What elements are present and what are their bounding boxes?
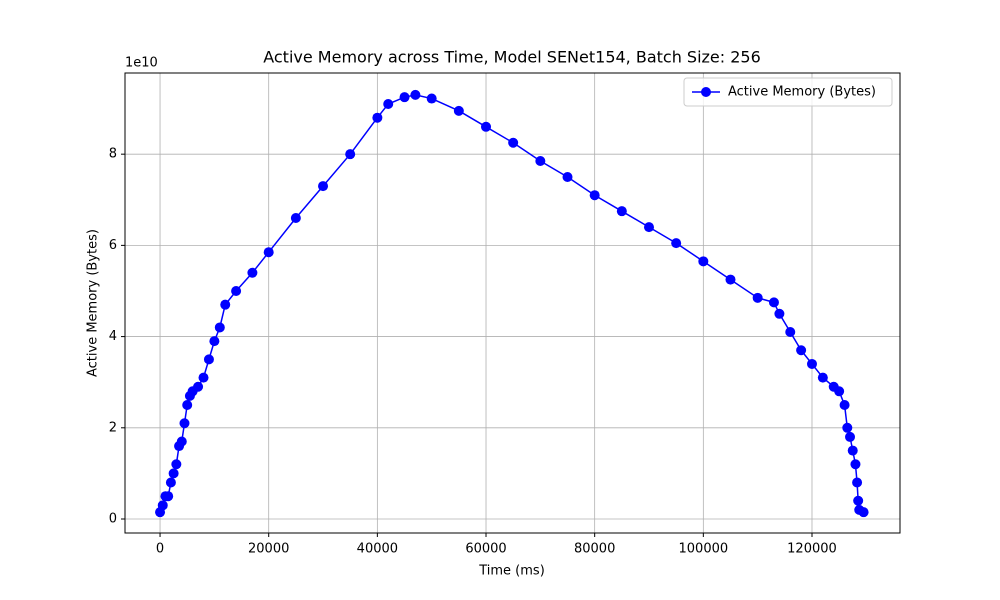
- data-point: [806, 358, 817, 369]
- y-tick-label: 4: [109, 329, 117, 344]
- data-point: [345, 149, 356, 160]
- data-point: [426, 93, 437, 104]
- data-point: [535, 156, 546, 167]
- data-point: [168, 468, 179, 479]
- data-point: [163, 491, 174, 502]
- data-point: [842, 422, 853, 433]
- legend-label: Active Memory (Bytes): [728, 85, 876, 100]
- data-point: [179, 418, 190, 429]
- x-tick-label: 60000: [465, 542, 506, 557]
- x-tick-label: 40000: [357, 542, 398, 557]
- legend-marker: [701, 87, 711, 97]
- data-point: [481, 121, 492, 132]
- data-point: [644, 222, 655, 233]
- data-point: [768, 297, 779, 308]
- data-point: [231, 285, 242, 296]
- data-point: [383, 99, 394, 110]
- data-point: [372, 112, 383, 123]
- x-tick-label: 100000: [679, 542, 729, 557]
- x-tick-label: 20000: [248, 542, 289, 557]
- data-point: [796, 345, 807, 356]
- data-point: [171, 459, 182, 470]
- data-point: [817, 372, 828, 383]
- data-point: [193, 381, 204, 392]
- data-point: [774, 308, 785, 319]
- data-point: [203, 354, 214, 365]
- data-point: [220, 299, 231, 310]
- x-tick-label: 0: [156, 542, 164, 557]
- data-point: [214, 322, 225, 333]
- data-point: [157, 500, 168, 511]
- data-point: [176, 436, 187, 447]
- y-tick-label: 8: [109, 147, 117, 162]
- data-point: [839, 399, 850, 410]
- chart-title: Active Memory across Time, Model SENet15…: [263, 48, 761, 67]
- data-point: [399, 92, 410, 103]
- x-tick-label: 80000: [574, 542, 615, 557]
- plot-frame: [124, 72, 901, 534]
- data-point: [698, 256, 709, 267]
- data-point: [182, 399, 193, 410]
- data-point: [850, 459, 861, 470]
- data-point: [752, 292, 763, 303]
- grid: [125, 73, 900, 533]
- data-point: [853, 495, 864, 506]
- data-point: [725, 274, 736, 285]
- legend-box: [683, 77, 893, 107]
- data-point: [671, 238, 682, 249]
- data-point: [847, 445, 858, 456]
- data-point: [508, 137, 519, 148]
- data-point: [453, 105, 464, 116]
- data-point: [198, 372, 209, 383]
- data-point: [562, 171, 573, 182]
- y-tick-label: 6: [109, 238, 117, 253]
- data-point: [410, 89, 421, 100]
- y-axis-label: Active Memory (Bytes): [86, 229, 101, 377]
- x-axis-label: Time (ms): [478, 564, 545, 579]
- data-point: [845, 431, 856, 442]
- y-tick-label: 2: [109, 420, 117, 435]
- data-point: [589, 190, 600, 201]
- data-point: [209, 336, 220, 347]
- data-point: [852, 477, 863, 488]
- data-point: [318, 181, 329, 192]
- data-point: [165, 477, 176, 488]
- data-point: [290, 213, 301, 224]
- y-tick-label: 0: [109, 511, 117, 526]
- data-point: [858, 507, 869, 518]
- data-point: [263, 247, 274, 258]
- y-offset-label: 1e10: [125, 56, 158, 71]
- data-point: [834, 386, 845, 397]
- data-point: [247, 267, 258, 278]
- data-point: [785, 327, 796, 338]
- x-tick-label: 120000: [787, 542, 837, 557]
- data-point: [616, 206, 627, 217]
